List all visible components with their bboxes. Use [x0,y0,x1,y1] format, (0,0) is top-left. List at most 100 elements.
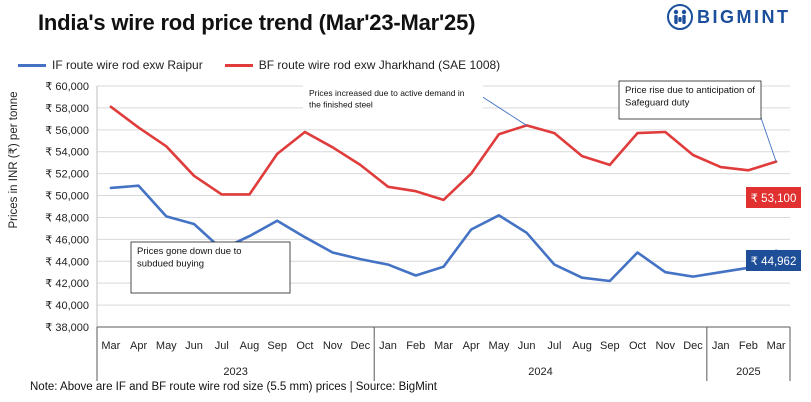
data-point [442,199,445,201]
data-point [692,275,694,278]
data-point [137,126,140,129]
legend-item-bf-route: BF route wire rod exw Jharkhand (SAE 100… [224,58,500,72]
data-point [331,146,334,149]
data-point [719,166,722,168]
y-tick-label: ₹ 60,000 [45,81,89,93]
data-point [470,172,473,175]
legend-label-if-route: IF route wire rod exw Raipur [52,58,203,72]
x-tick-label: Jan [379,340,397,352]
annotation-text-line: Safeguard duty [625,98,690,109]
x-tick-label: Jun [518,340,536,352]
x-tick-label: Dec [351,340,371,352]
x-tick-label: Sep [600,340,620,352]
y-tick-label: ₹ 50,000 [45,191,89,203]
x-tick-label: Mar [101,340,120,352]
annotation-layer: ₹ 44,962 ₹ 53,100 Prices increased due to … [130,80,801,294]
annotation-text-line: Prices increased due to active demand in [309,88,465,98]
y-tick-label: ₹ 54,000 [45,147,89,159]
x-tick-label: Feb [739,340,758,352]
data-point [553,263,556,266]
legend-swatch-if-route [18,63,46,67]
y-tick-label: ₹ 48,000 [45,212,89,224]
data-point [109,186,112,189]
legend-item-if-route: IF route wire rod exw Raipur [18,58,203,72]
footer-note: Note: Above are IF and BF route wire rod… [30,381,437,393]
y-tick-label: ₹ 40,000 [45,300,89,312]
end-value-badge [746,250,801,271]
x-tick-label: Dec [683,340,703,352]
annotation-text: Price rise due to anticipation of Safegua… [625,85,755,109]
end-value-badge [746,187,801,208]
annotation-box [303,84,483,120]
data-point [470,228,473,231]
legend-swatch-bf-route [224,63,253,67]
data-point [387,185,389,188]
data-point [248,235,251,237]
x-tick-label: Mar [767,340,786,352]
annotation-text-line: subdued buying [137,259,204,270]
annotation-text: Prices increased due to active demand in… [309,88,465,110]
y-tick-label: ₹ 52,000 [45,169,89,181]
data-point [581,155,583,158]
x-tick-label: Oct [629,340,646,352]
data-point [581,276,583,279]
data-point [719,271,722,274]
brand-logo: BIGMINT [667,4,791,30]
data-point [304,236,306,239]
x-tick-label: Aug [572,340,592,352]
data-point [608,280,611,282]
bigmint-logo-icon [667,4,693,30]
data-point [359,258,362,260]
data-point [248,193,251,196]
y-tick-label: ₹ 46,000 [45,234,89,246]
x-tick-label: Apr [130,340,147,352]
data-point [636,132,639,135]
annotation-leader-line [759,114,777,162]
x-tick-label: Mar [434,340,453,352]
annotation-text-line: Prices gone down due to [137,246,242,257]
data-point [553,132,556,135]
y-axis-label: Prices in INR (₹) per tonne [8,91,20,229]
data-point [498,133,500,136]
brand-name: BIGMINT [697,6,791,27]
data-point [664,271,667,274]
x-tick-label: May [489,340,510,352]
annotation-box [618,80,762,120]
data-point [442,265,445,268]
y-tick-label: ₹ 42,000 [45,278,89,290]
data-point [165,215,168,218]
data-point [137,184,140,187]
data-point [359,163,362,166]
data-point [414,274,417,277]
axis-layer: ₹ 38,000 ₹ 40,000 ₹ 42,000 ₹ 44,000 ₹ 46,000… [45,81,791,381]
end-value-label: ₹ 53,100 [751,193,797,205]
y-tick-label: ₹ 58,000 [45,103,89,115]
data-point [414,190,417,193]
x-tick-label: Feb [406,340,425,352]
x-tick-label: Nov [323,340,343,352]
year-label: 2023 [223,366,247,378]
annotation-leader-line [477,93,527,126]
year-label: 2025 [736,366,760,378]
annotation-text-line: Price rise due to anticipation of [625,85,755,96]
x-tick-label: Jul [215,340,229,352]
annotation-box [130,241,291,294]
data-point [387,263,389,266]
data-point [692,154,694,156]
x-tick-label: Aug [240,340,260,352]
data-point [498,214,500,217]
chart-title: India's wire rod price trend (Mar'23-Mar… [38,10,476,35]
x-tick-label: Nov [655,340,675,352]
data-point [276,219,279,222]
data-point [220,193,223,196]
data-point [193,223,195,225]
x-tick-label: Oct [296,340,313,352]
data-point [608,163,611,166]
x-tick-label: Jan [712,340,730,352]
legend: IF route wire rod exw Raipur BF route wi… [18,58,522,72]
data-point [165,145,168,148]
x-tick-label: Sep [267,340,287,352]
series-line-bf-route [109,105,778,202]
data-point [276,153,279,155]
y-tick-label: ₹ 38,000 [45,322,89,334]
